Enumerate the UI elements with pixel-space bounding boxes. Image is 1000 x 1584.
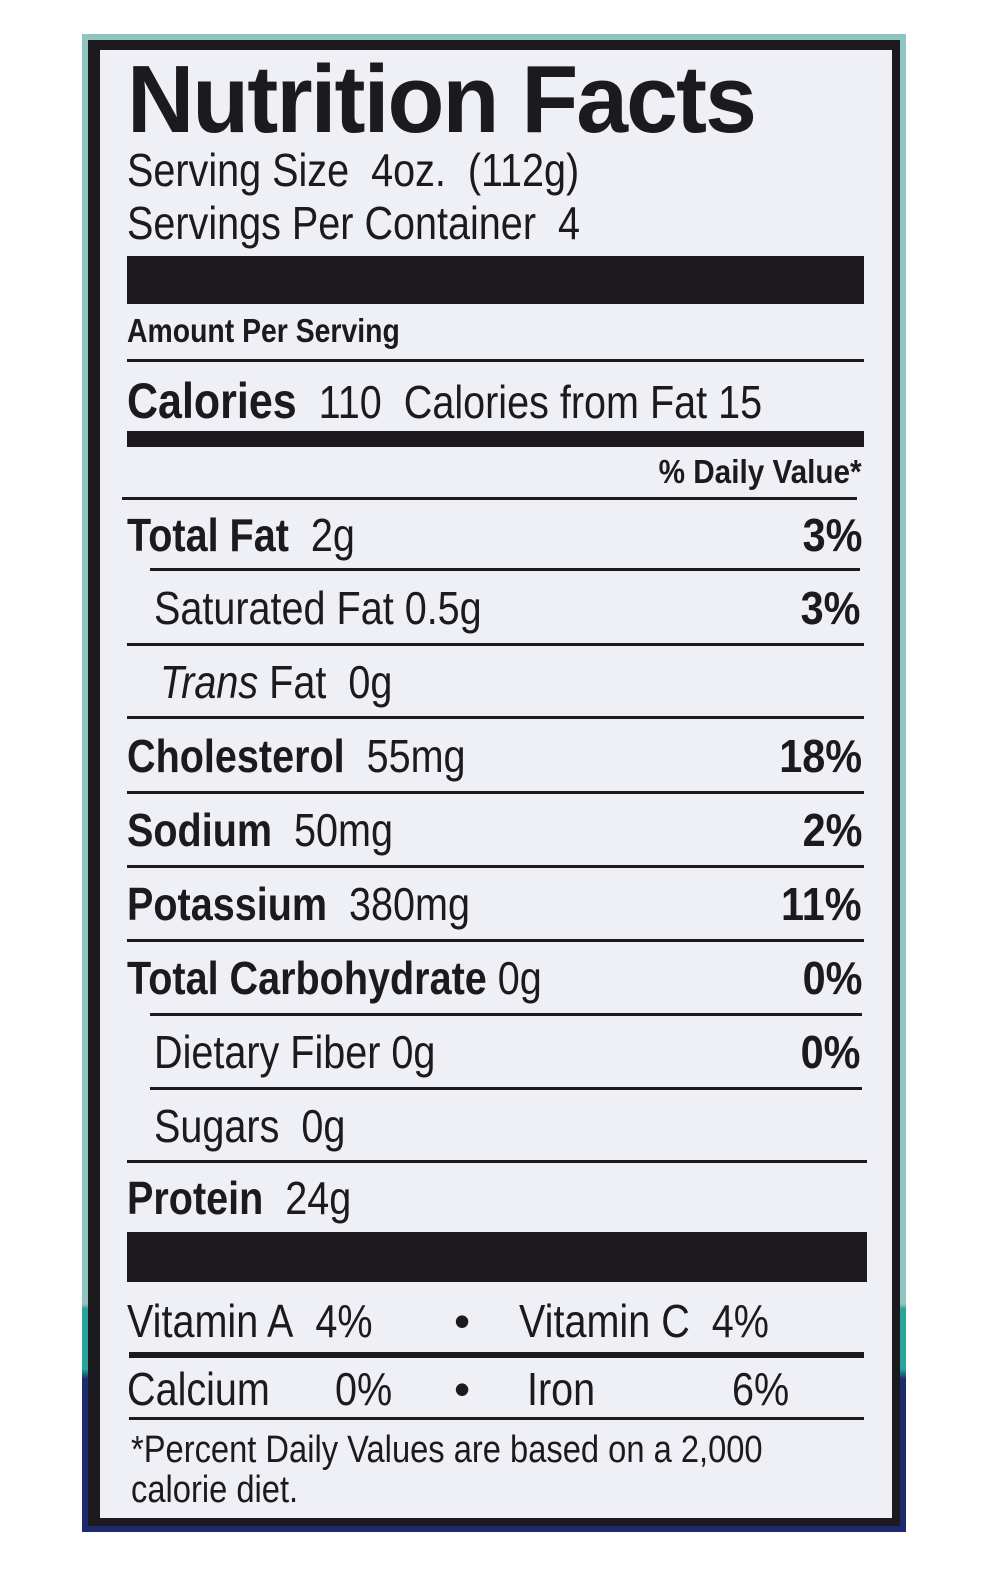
nutrient-amount: 380mg — [349, 878, 471, 930]
nutrient-label: Saturated Fat — [154, 582, 394, 634]
nutrient-label: Cholesterol — [127, 730, 345, 782]
divider — [127, 865, 864, 868]
nutrient-label-suffix: Fat — [269, 656, 327, 708]
bullet-separator: • — [454, 1295, 471, 1347]
nutrient-amount: 24g — [285, 1172, 352, 1224]
vitamin-daily-value: 4% — [711, 1295, 769, 1347]
amount-per-serving-row: Amount Per Serving — [127, 310, 862, 352]
daily-value-header: % Daily Value* — [658, 453, 862, 490]
nutrient-amount: 0g — [348, 656, 393, 708]
nutrient-amount: 0g — [301, 1100, 346, 1152]
nutrient-amount: 0g — [497, 952, 542, 1004]
nutrient-row-potassium: Potassium 380mg 11% — [127, 870, 862, 938]
nutrient-daily-value: 3% — [802, 509, 862, 561]
serving-size-row: Serving Size 4oz. (112g) — [127, 144, 862, 196]
nutrient-label: Sugars — [154, 1100, 280, 1152]
amount-per-serving: Amount Per Serving — [127, 312, 400, 349]
divider — [127, 359, 864, 362]
footnote-line: calorie diet. — [131, 1468, 299, 1511]
nutrient-label: Potassium — [127, 878, 328, 930]
nutrient-row-trans-fat: Trans Fat 0g — [160, 648, 860, 716]
nutrient-daily-value: 11% — [781, 878, 862, 930]
nutrient-row-saturated-fat: Saturated Fat 0.5g 3% — [154, 574, 860, 642]
divider — [129, 1417, 864, 1420]
vitamin-label: Vitamin A — [127, 1295, 294, 1347]
nutrient-daily-value: 18% — [779, 730, 862, 782]
divider — [127, 791, 864, 794]
daily-value-header-row: % Daily Value* — [127, 452, 862, 492]
nutrient-amount: 2g — [310, 509, 355, 561]
divider — [150, 1013, 862, 1016]
serving-size: Serving Size 4oz. (112g) — [127, 144, 580, 196]
vitamin-daily-value: 0% — [335, 1363, 393, 1415]
nutrient-daily-value: 0% — [802, 952, 862, 1004]
divider — [127, 643, 864, 646]
divider — [127, 939, 864, 942]
nutrient-row-cholesterol: Cholesterol 55mg 18% — [127, 722, 862, 790]
divider — [122, 497, 857, 500]
footnote-line: *Percent Daily Values are based on a 2,0… — [131, 1428, 763, 1471]
divider — [129, 1352, 864, 1358]
calories-label: Calories — [127, 373, 297, 429]
vitamin-label: Calcium — [127, 1363, 270, 1415]
label-title: Nutrition Facts — [127, 46, 757, 153]
nutrient-label: Total Carbohydrate — [127, 952, 487, 1004]
title-row: Nutrition Facts — [127, 46, 862, 153]
vitamin-daily-value: 6% — [732, 1363, 790, 1415]
nutrient-row-dietary-fiber: Dietary Fiber 0g 0% — [154, 1018, 860, 1086]
medium-divider — [127, 431, 864, 447]
bullet-separator: • — [454, 1363, 471, 1415]
nutrient-row-sodium: Sodium 50mg 2% — [127, 796, 862, 864]
nutrient-row-total-carbohydrate: Total Carbohydrate 0g 0% — [127, 944, 862, 1012]
thick-divider — [127, 1232, 867, 1282]
vitamin-label: Vitamin C — [519, 1295, 690, 1347]
nutrient-row-total-fat: Total Fat 2g 3% — [127, 502, 862, 568]
nutrient-row-protein: Protein 24g — [127, 1166, 862, 1230]
vitamin-row-1: Vitamin A 4% • Vitamin C 4% — [127, 1292, 862, 1350]
nutrient-daily-value: 0% — [800, 1026, 860, 1078]
nutrient-amount: 50mg — [294, 804, 394, 856]
nutrient-amount: 0g — [391, 1026, 436, 1078]
nutrient-amount: 0.5g — [404, 582, 482, 634]
divider — [150, 568, 860, 571]
footnote-continued: calorie diet. — [131, 1468, 866, 1511]
nutrient-amount: 55mg — [366, 730, 466, 782]
nutrient-label: Protein — [127, 1172, 264, 1224]
nutrient-label: Dietary Fiber — [154, 1026, 381, 1078]
calories-from-fat: Calories from Fat 15 — [403, 376, 763, 428]
vitamin-daily-value: 4% — [315, 1295, 373, 1347]
nutrient-daily-value: 3% — [800, 582, 860, 634]
divider — [127, 1160, 867, 1163]
nutrient-label: Trans — [160, 656, 259, 708]
nutrient-daily-value: 2% — [802, 804, 862, 856]
servings-per-container-row: Servings Per Container 4 — [127, 197, 862, 249]
thick-divider — [127, 256, 864, 304]
calories-value: 110 — [318, 376, 382, 428]
servings-per-container: Servings Per Container 4 — [127, 197, 580, 249]
vitamin-label: Iron — [527, 1363, 596, 1415]
calories-row: Calories 110 Calories from Fat 15 — [127, 372, 862, 430]
vitamin-row-2: Calcium 0% • Iron 6% — [127, 1362, 862, 1416]
divider — [150, 1087, 862, 1090]
nutrient-label: Sodium — [127, 804, 273, 856]
divider — [127, 716, 864, 719]
nutrient-row-sugars: Sugars 0g — [154, 1092, 860, 1160]
footnote: *Percent Daily Values are based on a 2,0… — [131, 1428, 866, 1471]
nutrient-label: Total Fat — [127, 509, 289, 561]
